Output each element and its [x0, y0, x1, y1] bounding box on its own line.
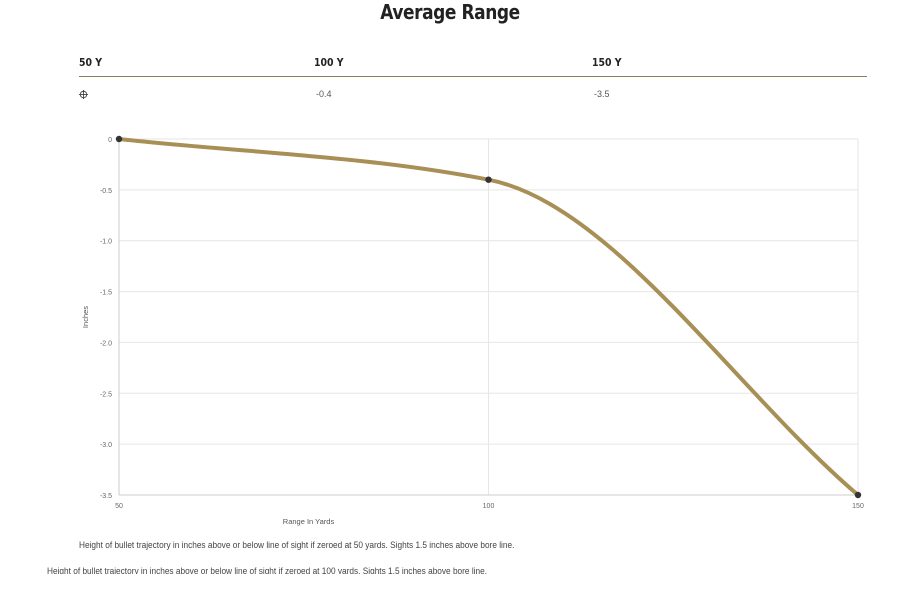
y-axis-label: Inches: [81, 306, 90, 328]
x-axis-label: Range In Yards: [283, 517, 335, 526]
y-tick-label: -1.0: [100, 239, 112, 246]
trajectory-line: [117, 137, 860, 497]
value-150y: -3.5: [594, 89, 610, 99]
column-header-50y: 50 Y: [79, 56, 103, 69]
crosshair-icon: [79, 90, 88, 99]
data-point: [485, 176, 492, 183]
x-tick-label: 100: [483, 503, 495, 510]
column-header-100y: 100 Y: [314, 56, 344, 69]
value-100y: -0.4: [316, 89, 332, 99]
y-tick-label: 0: [108, 137, 112, 144]
data-point: [115, 135, 123, 143]
column-header-150y: 150 Y: [592, 56, 622, 69]
y-tick-label: -3.0: [100, 442, 112, 449]
y-tick-label: -0.5: [100, 188, 112, 195]
y-tick-label: -2.0: [100, 340, 112, 347]
trajectory-note-50: Height of bullet trajectory in inches ab…: [79, 540, 515, 550]
x-tick-label: 150: [852, 503, 864, 510]
y-tick-label: -2.5: [100, 391, 112, 398]
page-title: Average Range: [380, 0, 520, 24]
trajectory-note-100: Height of bullet trajectory in inches ab…: [47, 566, 488, 574]
y-tick-label: -1.5: [100, 290, 112, 297]
y-tick-label: -3.5: [100, 493, 112, 500]
data-point: [854, 491, 862, 499]
table-divider: [79, 76, 867, 77]
x-tick-label: 50: [115, 503, 123, 510]
